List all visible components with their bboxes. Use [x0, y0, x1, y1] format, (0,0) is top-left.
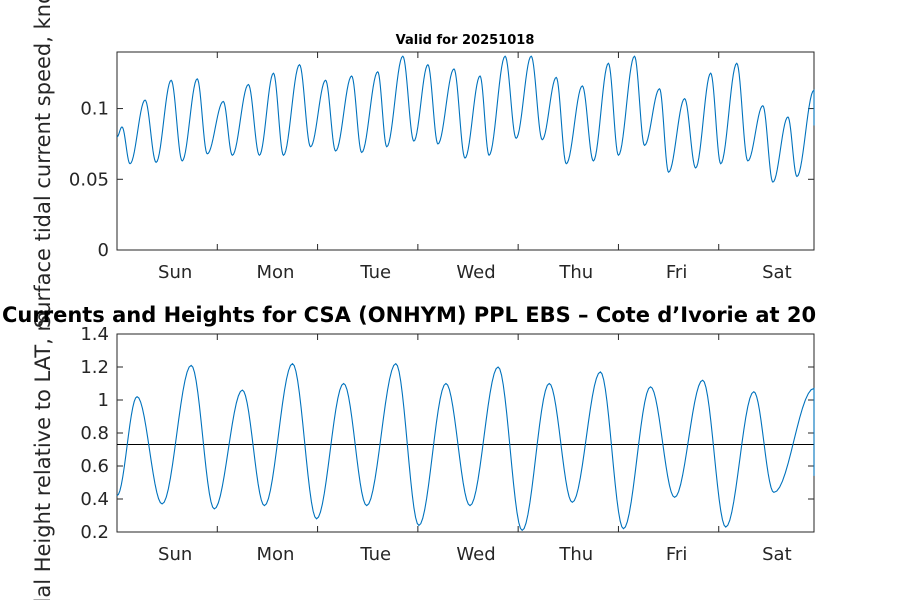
speed-axes: Valid for 20251018 0 0.05 0.1 Sun Mon Tue Wed… [31, 0, 815, 328]
height-y-tick-label: 0.4 [80, 489, 109, 510]
speed-series-line [116, 55, 815, 183]
height-y-tick-label: 1 [98, 390, 109, 411]
height-y-tick-label: 1.4 [80, 324, 109, 345]
height-x-tick-label: Fri [666, 544, 687, 565]
height-x-tick-label: Thu [558, 544, 593, 565]
height-x-tick-label: Mon [256, 544, 294, 565]
height-chart-title: Currents and Heights for CSA (ONHYM) PPL… [2, 303, 816, 327]
height-series-line [116, 362, 815, 532]
speed-plot-area [116, 51, 815, 251]
speed-x-tick-label: Wed [456, 262, 495, 283]
speed-x-tick-label: Mon [256, 262, 294, 283]
height-x-tick-label: Tue [359, 544, 391, 565]
speed-y-tick-labels: 0 0.05 0.1 [69, 99, 109, 261]
speed-chart-title: Valid for 20251018 [396, 33, 535, 48]
height-y-tick-labels: 0.2 0.4 0.6 0.8 1 1.2 1.4 [80, 324, 109, 543]
height-y-axis-label: Tidal Height relative to LAT, m [31, 311, 55, 600]
speed-x-tick-label: Sat [762, 262, 792, 283]
height-y-tick-label: 0.2 [80, 522, 109, 543]
height-plot-area [116, 333, 815, 533]
speed-y-tick-label: 0.1 [80, 99, 109, 120]
speed-tick-marks [117, 52, 814, 251]
height-y-tick-label: 1.2 [80, 357, 109, 378]
speed-y-axis-label: Surface tidal current speed, knots [31, 0, 55, 328]
speed-y-tick-label: 0.05 [69, 169, 109, 190]
height-x-tick-labels: Sun Mon Tue Wed Thu Fri Sat [158, 544, 792, 565]
speed-x-tick-label: Fri [666, 262, 687, 283]
speed-x-tick-label: Thu [558, 262, 593, 283]
speed-y-tick-label: 0 [98, 240, 109, 261]
height-x-tick-label: Wed [456, 544, 495, 565]
height-y-tick-label: 0.6 [80, 456, 109, 477]
height-x-tick-label: Sat [762, 544, 792, 565]
speed-x-tick-label: Sun [158, 262, 192, 283]
height-y-tick-label: 0.8 [80, 423, 109, 444]
height-x-tick-label: Sun [158, 544, 192, 565]
height-tick-marks [117, 333, 814, 533]
height-axes: 0.2 0.4 0.6 0.8 1 1.2 1.4 Sun Mon Tue Wed Thu Fri Sa… [31, 311, 815, 600]
speed-x-tick-labels: Sun Mon Tue Wed Thu Fri Sat [158, 262, 792, 283]
speed-x-tick-label: Tue [359, 262, 391, 283]
